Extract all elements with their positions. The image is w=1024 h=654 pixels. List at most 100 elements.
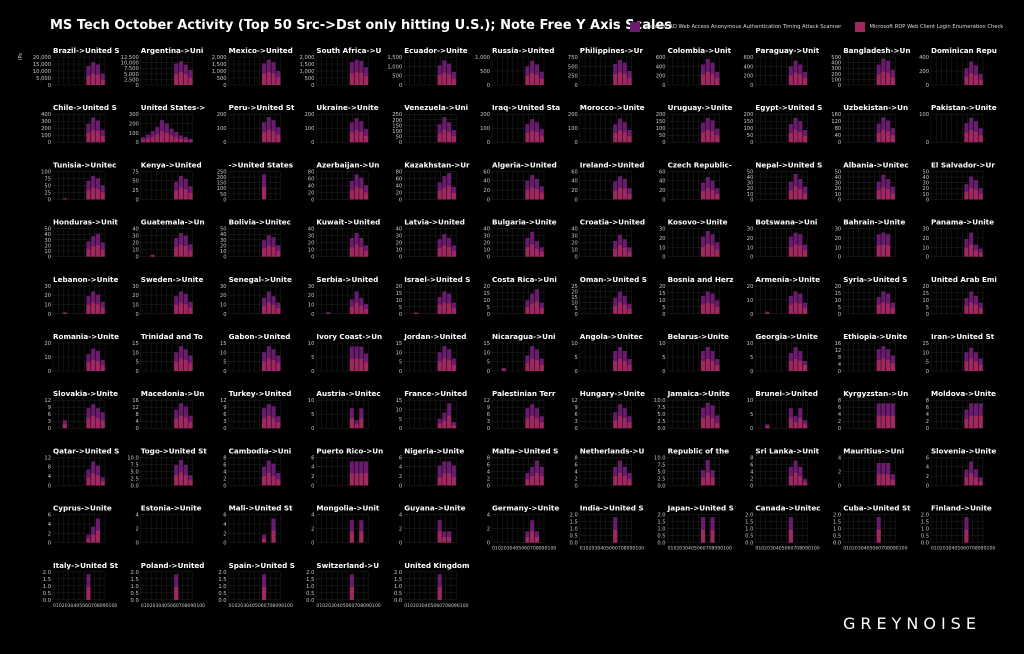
bar-enumeration — [62, 313, 67, 314]
panel-title: Armenia->Unite — [755, 275, 820, 284]
y-tick-label: 2.0 — [570, 513, 578, 519]
panel-title: Slovenia->Unite — [931, 446, 996, 455]
y-tick-label: 0 — [48, 83, 51, 89]
bar-enumeration — [539, 422, 544, 429]
y-tick-label: 0.0 — [131, 598, 139, 604]
facet-panel: Italy->United St2.01.51.00.50.0010203040… — [43, 561, 119, 609]
bar-enumeration — [881, 71, 886, 85]
y-tick-label: 0 — [662, 140, 665, 146]
bar-enumeration — [627, 479, 632, 486]
bar-scanner — [266, 291, 271, 314]
bar-enumeration — [271, 418, 276, 429]
y-tick-label: 0 — [926, 369, 929, 375]
y-tick-label: 0 — [311, 541, 314, 547]
bar-enumeration — [802, 136, 808, 143]
y-tick-label: 0 — [926, 312, 929, 318]
bar-enumeration — [798, 418, 803, 429]
x-tick-labels: 0102030405060708090100 — [53, 603, 117, 609]
bar-enumeration — [788, 476, 793, 486]
y-tick-label: 0.5 — [657, 534, 665, 540]
panel-title: Botswana->Uni — [755, 218, 817, 227]
panel-title: Panama->Unite — [931, 218, 994, 227]
bar-enumeration — [788, 75, 793, 85]
bar-scanner — [613, 517, 618, 543]
y-tick-label: 12 — [44, 455, 51, 461]
y-tick-label: 0 — [48, 541, 51, 547]
bar-scanner — [700, 470, 706, 486]
y-tick-label: 2.5 — [657, 419, 665, 425]
y-tick-label: 100 — [304, 126, 314, 132]
bar-enumeration — [349, 306, 354, 314]
y-tick-label: 2.0 — [394, 570, 402, 576]
panel-title: Ireland->United — [580, 160, 645, 169]
bar-enumeration — [100, 420, 105, 429]
bar-enumeration — [100, 481, 105, 486]
bar-enumeration — [86, 76, 91, 85]
panel-title: United States-> — [141, 103, 205, 112]
y-tick-label: 0.0 — [921, 541, 929, 547]
bar-enumeration — [91, 359, 96, 371]
bar-enumeration — [890, 363, 895, 371]
bar-enumeration — [266, 72, 271, 85]
y-tick-label: 300 — [129, 112, 139, 118]
y-tick-label: 10 — [308, 398, 315, 404]
y-tick-label: 0 — [838, 369, 841, 375]
bar-enumeration — [890, 479, 895, 486]
bar-enumeration — [326, 313, 331, 314]
bar-enumeration — [349, 358, 354, 371]
bar-enumeration — [705, 415, 710, 429]
bar-enumeration — [359, 247, 364, 257]
bar-enumeration — [627, 422, 632, 429]
panel-title: Georgia->Unite — [755, 332, 818, 341]
bar-enumeration — [271, 476, 276, 486]
y-tick-label: 5 — [311, 412, 314, 418]
bar-enumeration — [978, 135, 983, 143]
bar-enumeration — [798, 131, 803, 143]
bar-enumeration — [354, 358, 359, 371]
y-tick-label: 20,000 — [33, 55, 51, 61]
panel-title: Canada->Unitec — [755, 504, 820, 513]
y-tick-label: 15 — [922, 341, 929, 347]
bar-enumeration — [86, 305, 91, 314]
bar-scanner — [530, 466, 535, 486]
y-tick-label: 1,500 — [212, 62, 227, 68]
y-tick-label: 4 — [48, 522, 52, 528]
bar-enumeration — [881, 129, 886, 143]
y-tick-label: 4 — [838, 412, 842, 418]
y-tick-label: 0 — [574, 255, 577, 261]
bar-enumeration — [95, 530, 100, 543]
bar-enumeration — [354, 424, 359, 429]
bar-enumeration — [442, 129, 447, 143]
y-tick-label: 200 — [743, 74, 753, 80]
bar-enumeration — [802, 193, 808, 200]
bar-enumeration — [793, 472, 798, 486]
bar-enumeration — [539, 364, 544, 371]
y-tick-label: 50 — [747, 169, 754, 175]
y-tick-label: 30 — [44, 238, 51, 244]
y-tick-label: 0 — [838, 426, 841, 432]
bar-enumeration — [174, 475, 179, 486]
y-tick-label: 5 — [311, 355, 314, 361]
y-tick-label: 4 — [135, 419, 139, 425]
y-tick-label: 750 — [568, 55, 578, 61]
y-tick-label: 0.5 — [833, 534, 841, 540]
bar-enumeration — [881, 415, 886, 429]
panel-title: Brunei->United — [755, 389, 817, 398]
bar-enumeration — [276, 134, 281, 143]
bar-enumeration — [188, 307, 193, 314]
bar-enumeration — [788, 247, 793, 257]
panel-title: Czech Republic- — [668, 160, 732, 169]
panel-title: Sri Lanka->Unit — [755, 446, 819, 455]
bar-enumeration — [700, 304, 706, 314]
panel-title: Philippines->Ur — [580, 46, 644, 55]
panel-title: Jamaica->Unite — [667, 389, 730, 398]
y-tick-label: 40 — [747, 175, 754, 181]
